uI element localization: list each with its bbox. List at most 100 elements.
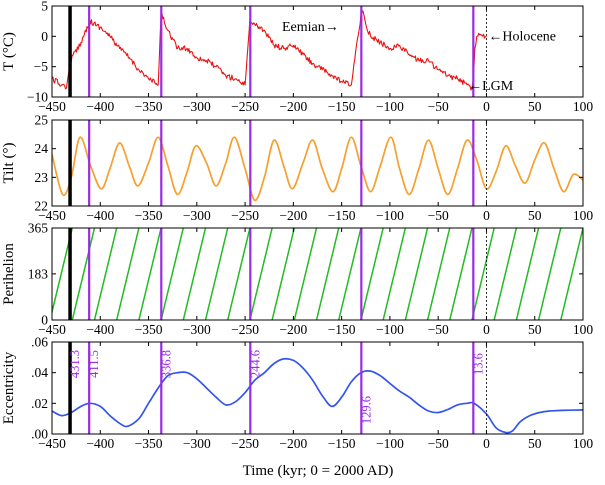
marker-age-label: 13.6 — [471, 353, 485, 375]
x-tick-label: 100 — [573, 436, 594, 451]
annotation-eemian: Eemian→ — [282, 20, 339, 35]
perihelion-data-layer — [52, 228, 583, 320]
x-tick-label: −100 — [376, 322, 404, 337]
perihelion-segment — [204, 228, 229, 320]
perihelion-segment — [138, 228, 162, 320]
eccentricity-axes-frame — [51, 341, 584, 435]
x-tick-label: −150 — [328, 99, 356, 114]
perihelion-segment — [115, 228, 140, 320]
temperature-data-layer — [52, 10, 487, 91]
x-tick-label: −450 — [38, 322, 66, 337]
y-tick-label: 0 — [41, 29, 48, 44]
perihelion-segment — [471, 228, 495, 320]
y-tick-label: 5 — [41, 0, 48, 14]
perihelion-segment — [382, 228, 407, 320]
x-tick-label: −250 — [231, 99, 259, 114]
perihelion-axes-frame — [51, 227, 584, 321]
perihelion-panel: −450 −400 −350 −300 −250 −200 −150 −100 −50 0 50 10… — [1, 221, 593, 338]
x-tick-label: −450 — [38, 99, 66, 114]
x-tick-label: 100 — [573, 322, 594, 337]
y-tick-label: −10 — [27, 90, 48, 105]
x-tick-label: −350 — [135, 99, 163, 114]
eccentricity-data-layer — [52, 357, 583, 434]
temperature-y-axis-label: T (°C) — [1, 32, 17, 71]
x-tick-label: −300 — [183, 99, 211, 114]
perihelion-segment — [315, 228, 340, 320]
x-tick-label: −200 — [279, 436, 307, 451]
y-tick-label: −5 — [34, 59, 49, 74]
perihelion-segment — [226, 228, 251, 320]
tilt-series-line — [52, 136, 583, 202]
eccentricity-series-line — [52, 357, 583, 434]
x-tick-label: 0 — [483, 99, 490, 114]
x-tick-label: −300 — [183, 322, 211, 337]
y-tick-label: .02 — [31, 396, 48, 411]
x-tick-label: 0 — [483, 322, 490, 337]
eccentricity-y-axis-label: Eccentricity — [1, 351, 17, 424]
x-axis-label: Time (kyr; 0 = 2000 AD) — [243, 463, 394, 479]
x-tick-label: −450 — [38, 208, 66, 223]
perihelion-segment — [560, 228, 583, 320]
tilt-axes-frame — [51, 119, 584, 207]
x-tick-label: 50 — [528, 436, 542, 451]
marker-age-label: 129.6 — [359, 396, 373, 424]
y-tick-label: 22 — [35, 199, 49, 214]
x-tick-label: −50 — [428, 208, 449, 223]
x-tick-label: −150 — [328, 322, 356, 337]
perihelion-segment — [338, 228, 362, 320]
perihelion-segment — [515, 228, 540, 320]
x-tick-label: −150 — [328, 208, 356, 223]
x-tick-label: 50 — [528, 99, 542, 114]
x-tick-label: −400 — [86, 436, 114, 451]
perihelion-segment — [271, 228, 296, 320]
y-tick-label: .04 — [31, 365, 48, 380]
marker-age-label: 336.8 — [159, 350, 173, 378]
x-tick-label: 0 — [483, 436, 490, 451]
y-tick-label: 0 — [41, 313, 48, 328]
x-tick-label: −100 — [376, 208, 404, 223]
marker-age-label: 431.3 — [68, 350, 82, 378]
x-tick-label: −100 — [376, 436, 404, 451]
perihelion-segment — [93, 228, 118, 320]
x-tick-label: −450 — [38, 436, 66, 451]
x-tick-label: 100 — [573, 208, 594, 223]
marker-age-label: 244.6 — [248, 350, 262, 378]
x-tick-label: −250 — [231, 436, 259, 451]
x-tick-label: −350 — [135, 436, 163, 451]
y-tick-label: 23 — [35, 170, 49, 185]
x-tick-label: 0 — [483, 208, 490, 223]
x-tick-label: 50 — [528, 208, 542, 223]
annotation-lgm: ←LGM — [468, 79, 514, 94]
perihelion-segment — [537, 228, 562, 320]
x-tick-label: −250 — [231, 208, 259, 223]
temperature-axes-frame — [51, 5, 584, 98]
x-tick-label: −350 — [135, 208, 163, 223]
perihelion-segment — [160, 228, 185, 320]
temperature-series-line — [52, 10, 487, 91]
x-tick-label: −150 — [328, 436, 356, 451]
tilt-y-axis-label: Tilt (°) — [1, 143, 17, 184]
tilt-data-layer — [52, 136, 583, 202]
x-tick-label: 50 — [528, 322, 542, 337]
y-tick-label: .06 — [31, 335, 48, 350]
y-tick-label: 365 — [28, 221, 49, 236]
perihelion-segment — [249, 228, 273, 320]
perihelion-y-axis-label: Perihelion — [1, 243, 17, 305]
perihelion-segment — [426, 228, 451, 320]
x-tick-label: −200 — [279, 208, 307, 223]
x-tick-label: 100 — [573, 99, 594, 114]
y-tick-label: .00 — [31, 427, 48, 442]
annotation-holocene: ←Holocene — [488, 29, 556, 44]
x-tick-label: −350 — [135, 322, 163, 337]
perihelion-segment — [360, 228, 384, 320]
perihelion-segment — [71, 228, 96, 320]
temperature-panel: −450 −400 −350 −300 −250 −200 −150 −100 −50 0 50 10… — [1, 0, 593, 114]
y-tick-label: 25 — [35, 113, 49, 128]
x-tick-label: −50 — [428, 322, 449, 337]
perihelion-segment — [293, 228, 318, 320]
x-tick-label: −300 — [183, 436, 211, 451]
x-tick-label: −50 — [428, 436, 449, 451]
perihelion-segment — [449, 228, 473, 320]
y-tick-label: 183 — [28, 266, 49, 281]
